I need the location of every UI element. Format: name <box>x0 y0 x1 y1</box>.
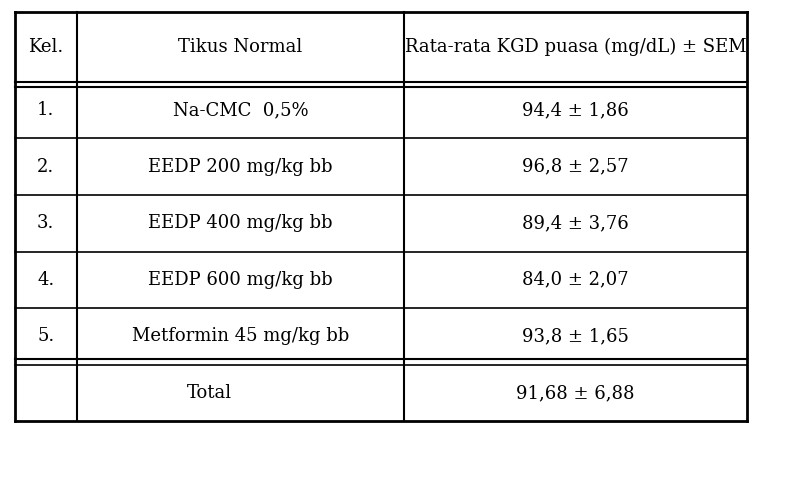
Text: EEDP 400 mg/kg bb: EEDP 400 mg/kg bb <box>148 214 333 232</box>
Text: Metformin 45 mg/kg bb: Metformin 45 mg/kg bb <box>132 327 349 346</box>
Text: 84,0 ± 2,07: 84,0 ± 2,07 <box>522 271 629 289</box>
Text: Total: Total <box>187 384 232 402</box>
Text: EEDP 600 mg/kg bb: EEDP 600 mg/kg bb <box>148 271 333 289</box>
Text: 3.: 3. <box>37 214 54 232</box>
Text: Tikus Normal: Tikus Normal <box>179 38 302 56</box>
Text: 4.: 4. <box>37 271 54 289</box>
Text: Kel.: Kel. <box>28 38 63 56</box>
Text: Na-CMC  0,5%: Na-CMC 0,5% <box>173 101 308 119</box>
Text: 96,8 ± 2,57: 96,8 ± 2,57 <box>522 157 629 176</box>
Text: 94,4 ± 1,86: 94,4 ± 1,86 <box>522 101 629 119</box>
Text: EEDP 200 mg/kg bb: EEDP 200 mg/kg bb <box>148 157 333 176</box>
Text: 89,4 ± 3,76: 89,4 ± 3,76 <box>522 214 629 232</box>
Text: 1.: 1. <box>37 101 54 119</box>
Text: 2.: 2. <box>37 157 54 176</box>
Text: Rata-rata KGD puasa (mg/dL) ± SEM: Rata-rata KGD puasa (mg/dL) ± SEM <box>405 37 746 56</box>
Text: 5.: 5. <box>37 327 54 346</box>
Text: 91,68 ± 6,88: 91,68 ± 6,88 <box>516 384 634 402</box>
Text: 93,8 ± 1,65: 93,8 ± 1,65 <box>522 327 629 346</box>
